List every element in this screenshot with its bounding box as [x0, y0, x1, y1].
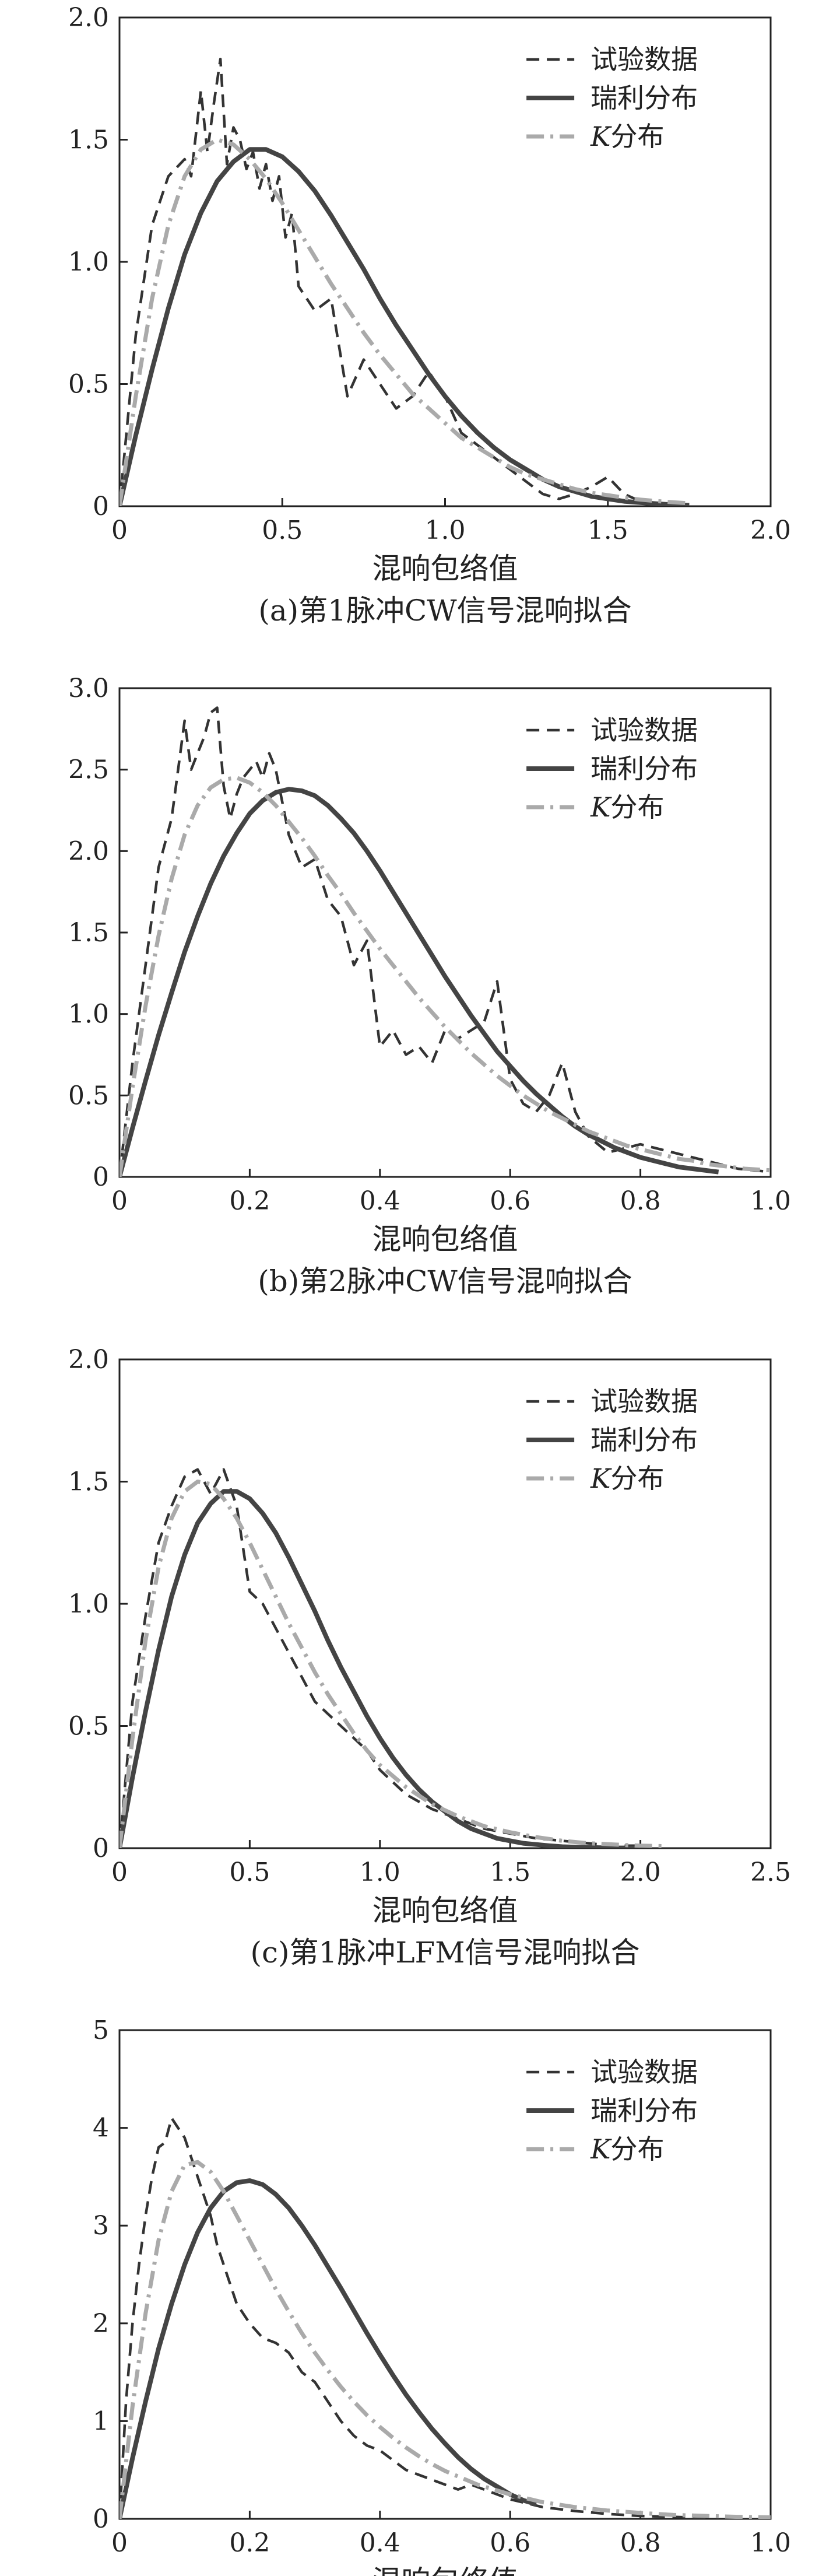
x-axis-label: 混响包络值 — [372, 1894, 518, 1927]
x-tick-label: 2.5 — [750, 1857, 791, 1887]
legend-label-k: K分布 — [590, 791, 664, 823]
series-group — [119, 2116, 771, 2519]
legend-label-experiment: 试验数据 — [590, 2056, 698, 2088]
legend-label-k-italic: K — [590, 791, 612, 823]
series-line-dashed — [119, 706, 771, 1177]
legend-label-k: K分布 — [590, 121, 664, 152]
chart-panel-2: 0 0.2 0.4 0.6 0.8 1.0 0 0.5 1.0 1.5 2.0 2.5 3.0 试验数据瑞… — [68, 674, 791, 1298]
x-tick-label: 0.8 — [620, 1186, 661, 1216]
y-tick-label: 1 — [93, 2406, 109, 2436]
chart-panel-4: 00.20.40.60.81.0012345试验数据瑞利分布K分布混响包络值(d… — [93, 2016, 791, 2576]
series-group — [119, 706, 771, 1177]
x-tick-label: 0.6 — [490, 1186, 530, 1216]
y-tick-label: 2.0 — [68, 3, 109, 33]
y-tick-label: 2.5 — [68, 755, 109, 785]
x-tick-label: 0.2 — [229, 2528, 270, 2558]
legend-label-experiment: 试验数据 — [590, 44, 698, 75]
legend-label-k-italic: K — [590, 1463, 612, 1494]
y-tick-label: 0.5 — [68, 1081, 109, 1110]
x-tick-label: 0.4 — [360, 1186, 400, 1216]
series-line-dashdot — [119, 138, 690, 506]
y-tick-label: 0 — [93, 1162, 109, 1192]
x-tick-label: 0.2 — [229, 1186, 270, 1216]
x-tick-label: 1.0 — [750, 2528, 791, 2558]
chart-caption: (c)第1脉冲LFM信号混响拟合 — [251, 1936, 640, 1969]
legend-label-k-rest: 分布 — [611, 2133, 665, 2165]
legend-label-rayleigh: 瑞利分布 — [590, 753, 698, 784]
x-axis-label: 混响包络值 — [372, 1222, 518, 1256]
y-tick-label: 1.5 — [68, 125, 109, 155]
x-tick-label: 2.0 — [620, 1857, 661, 1887]
x-tick-label: 1.5 — [490, 1857, 530, 1887]
legend-label-k-italic: K — [590, 2133, 612, 2165]
x-tick-label: 0.4 — [360, 2528, 400, 2558]
y-tick-label: 4 — [93, 2114, 109, 2143]
series-group — [119, 57, 690, 506]
legend-label-k: K分布 — [590, 1463, 664, 1494]
y-tick-label: 1.5 — [68, 1467, 109, 1497]
y-tick-label: 1.0 — [68, 1589, 109, 1619]
x-tick-label: 0.5 — [262, 516, 303, 545]
x-tick-label: 0 — [111, 2528, 128, 2558]
y-tick-label: 0 — [93, 1834, 109, 1863]
chart-caption: (a)第1脉冲CW信号混响拟合 — [258, 594, 631, 628]
series-line-solid — [119, 787, 719, 1177]
y-tick-label: 1.0 — [68, 1000, 109, 1029]
legend-label-k-rest: 分布 — [611, 121, 665, 152]
legend-label-experiment: 试验数据 — [590, 1386, 698, 1417]
x-tick-label: 1.5 — [588, 516, 628, 545]
x-tick-label: 0.8 — [620, 2528, 661, 2558]
legend-label-rayleigh: 瑞利分布 — [590, 82, 698, 114]
series-line-solid — [119, 1489, 641, 1848]
y-tick-label: 3 — [93, 2211, 109, 2241]
series-group — [119, 1468, 667, 1848]
y-tick-label: 3.0 — [68, 674, 109, 703]
x-axis-label: 混响包络值 — [372, 2564, 518, 2576]
y-tick-label: 0.5 — [68, 370, 109, 399]
series-line-dashed — [119, 2116, 706, 2519]
y-tick-label: 2.0 — [68, 1345, 109, 1375]
legend-label-k: K分布 — [590, 2133, 664, 2165]
x-tick-label: 0 — [111, 516, 128, 545]
x-axis-label: 混响包络值 — [372, 552, 518, 586]
legend-label-rayleigh: 瑞利分布 — [590, 1424, 698, 1456]
y-tick-label: 2.0 — [68, 836, 109, 866]
plot-frame — [118, 2029, 772, 2520]
legend-label-experiment: 试验数据 — [590, 714, 698, 746]
x-tick-label: 0 — [111, 1857, 128, 1887]
chart-caption: (b)第2脉冲CW信号混响拟合 — [258, 1264, 632, 1298]
x-tick-label: 0.5 — [229, 1857, 270, 1887]
series-line-dashed — [119, 57, 641, 506]
y-tick-label: 0 — [93, 2504, 109, 2534]
x-tick-label: 2.0 — [750, 516, 791, 545]
legend-label-k-rest: 分布 — [611, 791, 665, 823]
y-tick-label: 5 — [93, 2016, 109, 2045]
x-tick-label: 1.0 — [360, 1857, 400, 1887]
series-line-dashdot — [119, 1480, 667, 1848]
x-tick-label: 0.6 — [490, 2528, 530, 2558]
y-tick-label: 1.5 — [68, 918, 109, 948]
x-tick-label: 1.0 — [425, 516, 466, 545]
x-tick-label: 0 — [111, 1186, 128, 1216]
series-line-dashdot — [119, 2160, 771, 2519]
y-tick-label: 2 — [93, 2309, 109, 2339]
y-tick-label: 0 — [93, 492, 109, 521]
x-tick-label: 1.0 — [750, 1186, 791, 1216]
series-line-solid — [119, 147, 690, 506]
series-line-solid — [119, 2178, 537, 2519]
y-tick-label: 1.0 — [68, 247, 109, 277]
legend-label-k-rest: 分布 — [611, 1463, 665, 1494]
legend-label-rayleigh: 瑞利分布 — [590, 2095, 698, 2126]
legend-label-k-italic: K — [590, 121, 612, 152]
y-tick-label: 0.5 — [68, 1712, 109, 1741]
